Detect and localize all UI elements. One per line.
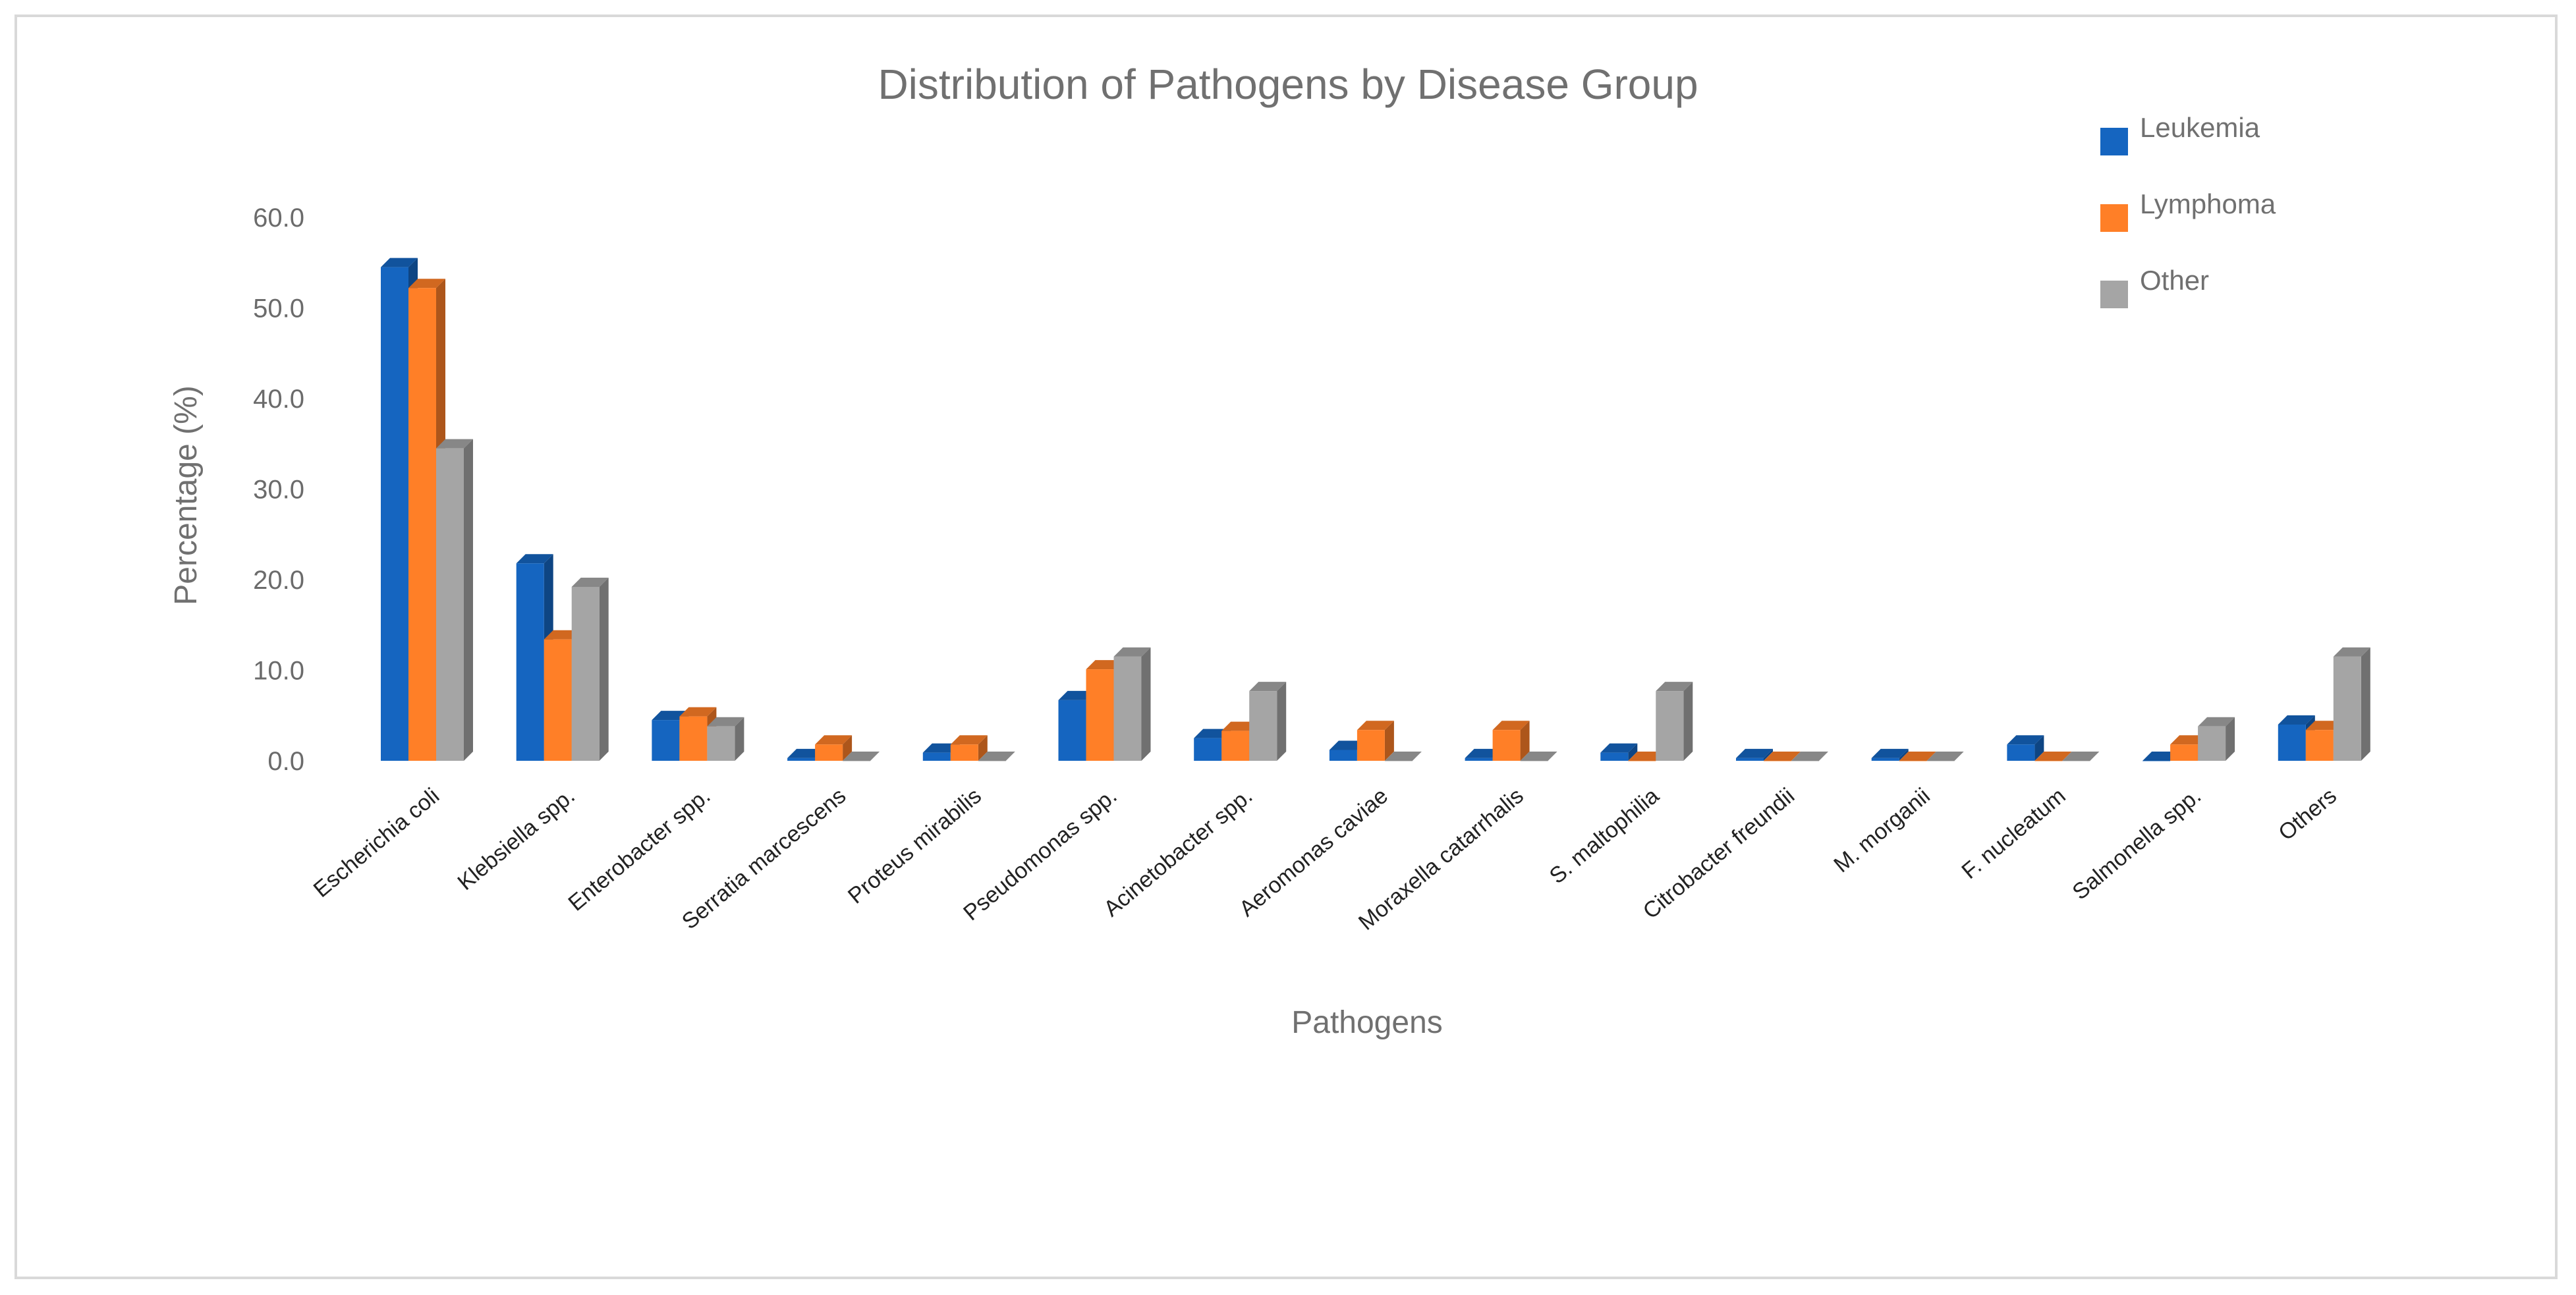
bar <box>1656 682 1693 761</box>
bar-group <box>1600 682 1693 761</box>
bar <box>1113 647 1151 761</box>
bar <box>978 752 1015 761</box>
x-tick-label: Enterobacter spp. <box>564 783 715 916</box>
bar <box>1899 752 1936 761</box>
bar-group <box>516 554 609 761</box>
chart-title: Distribution of Pathogens by Disease Gro… <box>878 61 1698 108</box>
bar-groups <box>381 258 2370 761</box>
bar <box>843 752 880 761</box>
bar <box>1520 752 1557 761</box>
bar <box>2007 735 2044 761</box>
legend-swatch <box>2100 281 2128 308</box>
bar <box>2333 647 2370 761</box>
bar <box>571 578 609 761</box>
x-tick-label: Citrobacter freundii <box>1638 783 1799 924</box>
bar <box>1600 743 1638 761</box>
y-axis-ticks: 0.0 10.0 20.0 30.0 40.0 50.0 60.0 <box>253 204 304 776</box>
y-axis-title: Percentage (%) <box>169 385 204 605</box>
bar-group <box>2142 717 2235 761</box>
y-tick-label: 20.0 <box>253 566 304 595</box>
bar-group <box>1736 748 1828 761</box>
legend-label: Leukemia <box>2140 112 2260 143</box>
bar-group <box>1194 682 1287 761</box>
x-tick-label: Aeromonas caviae <box>1235 783 1393 922</box>
x-tick-label: Salmonella spp. <box>2067 783 2206 905</box>
legend-item: Lymphoma <box>2100 188 2276 232</box>
x-tick-label: Acinetobacter spp. <box>1099 783 1257 922</box>
bar-group <box>787 735 880 761</box>
bar <box>1764 752 1801 761</box>
bar <box>1357 721 1394 761</box>
y-tick-label: 10.0 <box>253 657 304 686</box>
y-tick-label: 30.0 <box>253 476 304 505</box>
bar <box>436 439 473 761</box>
bar-group <box>1329 721 1422 761</box>
bar <box>815 735 853 761</box>
y-tick-label: 50.0 <box>253 294 304 323</box>
bar <box>1492 721 1530 761</box>
bar <box>1871 748 1909 761</box>
bar-group <box>1871 748 1964 761</box>
bar <box>1736 748 1773 761</box>
bar <box>1926 752 1964 761</box>
bar-group <box>652 707 744 761</box>
legend-swatch <box>2100 128 2128 155</box>
x-tick-label: F. nucleatum <box>1957 783 2070 884</box>
bar <box>2034 752 2072 761</box>
bar <box>950 735 988 761</box>
legend: Leukemia Lymphoma Other <box>2100 112 2276 308</box>
x-tick-label: M. morganii <box>1829 783 1934 877</box>
bar <box>1249 682 1287 761</box>
legend-label: Lymphoma <box>2140 188 2276 219</box>
x-tick-label: Klebsiella spp. <box>453 783 579 895</box>
y-tick-label: 60.0 <box>253 204 304 233</box>
bar-group <box>922 735 1015 761</box>
legend-label: Other <box>2140 265 2209 296</box>
bar <box>1791 752 1828 761</box>
x-axis-ticks: Escherichia coli Klebsiella spp.Enterobac… <box>309 783 2341 935</box>
y-tick-label: 0.0 <box>267 747 304 776</box>
bar-group <box>2007 735 2100 761</box>
bar <box>707 717 744 761</box>
bar <box>2062 752 2100 761</box>
bar-group <box>1058 647 1151 761</box>
legend-item: Other <box>2100 265 2209 308</box>
legend-swatch <box>2100 204 2128 232</box>
x-tick-label: S. maltophilia <box>1545 783 1664 889</box>
bar-group <box>381 258 473 761</box>
y-tick-label: 40.0 <box>253 385 304 414</box>
x-tick-label: Escherichia coli <box>309 783 444 902</box>
bar <box>2198 717 2235 761</box>
bar-group <box>2278 647 2370 761</box>
legend-item: Leukemia <box>2100 112 2260 155</box>
x-tick-label: Proteus mirabilis <box>843 783 986 909</box>
x-axis-title: Pathogens <box>1291 1005 1443 1040</box>
x-tick-label: Others <box>2274 783 2341 846</box>
bar-group <box>1465 721 1557 761</box>
bar <box>1384 752 1422 761</box>
